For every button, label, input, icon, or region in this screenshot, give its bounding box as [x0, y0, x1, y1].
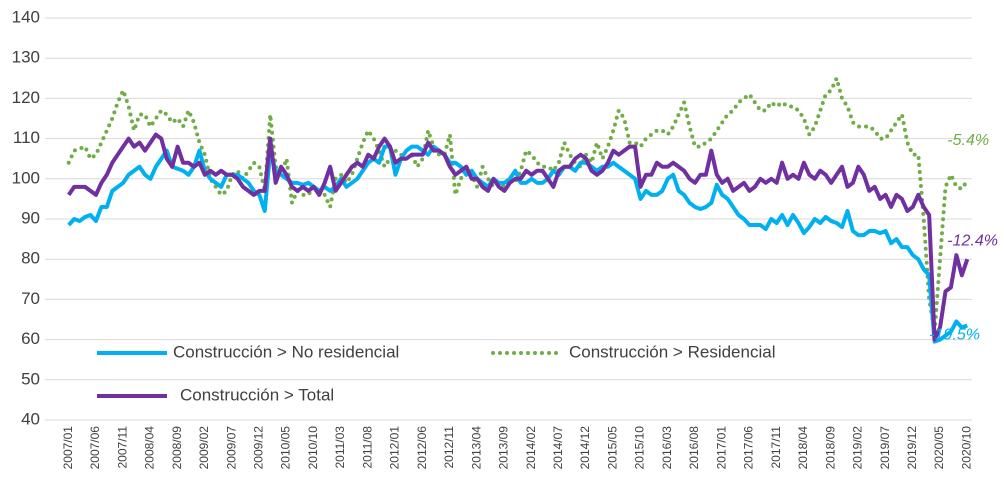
x-tick-label: 2020/05: [932, 426, 946, 470]
y-tick-label: 70: [21, 289, 40, 308]
x-tick-label: 2018/09: [823, 426, 837, 470]
y-tick-label: 100: [12, 168, 40, 187]
x-tick-label: 2011/08: [360, 426, 374, 469]
x-tick-label: 2009/02: [197, 426, 211, 470]
x-tick-label: 2013/04: [469, 426, 483, 470]
x-tick-label: 2014/07: [551, 426, 565, 470]
x-tick-label: 2020/10: [959, 426, 973, 470]
x-tick-label: 2019/12: [905, 426, 919, 470]
x-tick-label: 2017/01: [714, 426, 728, 470]
x-tick-label: 2007/06: [88, 426, 102, 470]
legend-label: Construcción > Total: [180, 385, 334, 404]
x-tick-label: 2014/12: [578, 426, 592, 470]
annotation: -5.4%: [947, 132, 989, 149]
series-line: [66, 72, 970, 332]
annotation: -12.4%: [947, 232, 998, 249]
y-tick-label: 60: [21, 329, 40, 348]
y-tick-label: 130: [12, 48, 40, 67]
x-tick-label: 2018/04: [796, 426, 810, 470]
x-tick-label: 2010/10: [306, 426, 320, 470]
series-line: [67, 132, 970, 342]
y-tick-label: 120: [12, 88, 40, 107]
x-tick-label: 2007/11: [115, 426, 129, 469]
y-tick-label: 50: [21, 369, 40, 388]
y-tick-label: 110: [13, 128, 40, 147]
y-tick-label: 90: [21, 208, 40, 227]
y-tick-label: 40: [21, 409, 40, 428]
x-tick-label: 2007/01: [61, 426, 75, 470]
x-tick-label: 2014/02: [524, 426, 538, 470]
x-tick-label: 2010/05: [279, 426, 293, 470]
x-tick-label: 2008/09: [170, 426, 184, 470]
x-tick-label: 2012/06: [415, 426, 429, 470]
x-tick-label: 2009/12: [251, 426, 265, 470]
x-tick-label: 2012/11: [442, 426, 456, 469]
annotation: -19.5%: [929, 327, 980, 344]
x-tick-label: 2013/09: [497, 426, 511, 470]
legend-label: Construcción > Residencial: [569, 342, 775, 361]
x-tick-label: 2017/11: [769, 426, 783, 469]
x-tick-label: 2016/08: [687, 426, 701, 470]
y-tick-label: 140: [12, 7, 40, 26]
x-tick-label: 2016/03: [660, 426, 674, 470]
x-tick-label: 2019/02: [851, 426, 865, 470]
legend-label: Construcción > No residencial: [173, 342, 399, 361]
x-tick-label: 2019/07: [878, 426, 892, 470]
x-tick-label: 2011/03: [333, 426, 347, 469]
series-line: [67, 144, 968, 344]
x-tick-label: 2015/05: [605, 426, 619, 470]
x-tick-label: 2015/10: [633, 426, 647, 470]
x-tick-label: 2017/06: [742, 426, 756, 470]
x-tick-label: 2009/07: [224, 426, 238, 470]
x-tick-label: 2008/04: [143, 426, 157, 470]
y-tick-label: 80: [21, 249, 40, 268]
x-tick-label: 2012/01: [388, 426, 402, 470]
